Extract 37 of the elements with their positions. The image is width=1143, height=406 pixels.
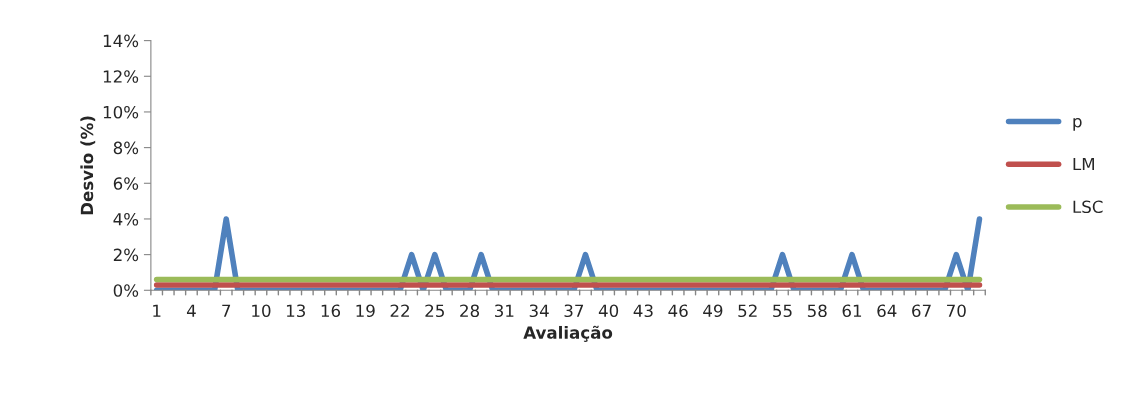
- x-tick-label: 28: [460, 304, 480, 318]
- x-tick-label: 61: [842, 304, 862, 318]
- x-tick-label: 1: [153, 304, 161, 317]
- y-tick-label: 14%: [103, 34, 139, 48]
- x-tick-label: 67: [912, 304, 931, 318]
- y-axis-title: Desvio (%): [80, 116, 96, 215]
- x-tick-label: 70: [947, 304, 966, 318]
- x-tick-label: 31: [495, 304, 514, 318]
- x-tick-label: 49: [703, 304, 723, 318]
- x-tick-label: 25: [425, 304, 444, 318]
- x-tick-label: 37: [564, 304, 584, 318]
- y-tick-label: 2%: [113, 248, 139, 262]
- x-tick-label: 40: [598, 304, 619, 318]
- x-tick-label: 19: [356, 304, 375, 318]
- x-tick-label: 46: [668, 304, 688, 318]
- y-tick-label: 6%: [113, 177, 139, 190]
- x-tick-label: 55: [773, 304, 792, 318]
- y-tick-label: 10%: [103, 105, 139, 119]
- x-tick-label: 13: [286, 304, 305, 318]
- x-tick-label: 43: [633, 304, 653, 318]
- y-tick-label: 8%: [113, 141, 139, 155]
- x-tick-label: 16: [321, 304, 341, 318]
- x-tick-label: 10: [252, 304, 271, 318]
- x-tick-label: 7: [222, 304, 231, 317]
- legend-label: p: [1073, 117, 1082, 131]
- x-tick-label: 58: [807, 304, 827, 318]
- x-tick-label: 34: [529, 304, 549, 318]
- x-axis-title: Avaliação: [523, 325, 613, 342]
- y-tick-label: 12%: [103, 70, 139, 83]
- legend-label: LSC: [1073, 200, 1103, 214]
- x-tick-label: 4: [186, 304, 196, 317]
- x-tick-label: 52: [738, 304, 757, 318]
- y-tick-label: 0%: [113, 284, 139, 297]
- y-tick-label: 4%: [113, 212, 139, 226]
- x-tick-label: 22: [390, 304, 409, 317]
- x-tick-label: 64: [877, 304, 897, 318]
- legend-label: LM: [1073, 157, 1094, 171]
